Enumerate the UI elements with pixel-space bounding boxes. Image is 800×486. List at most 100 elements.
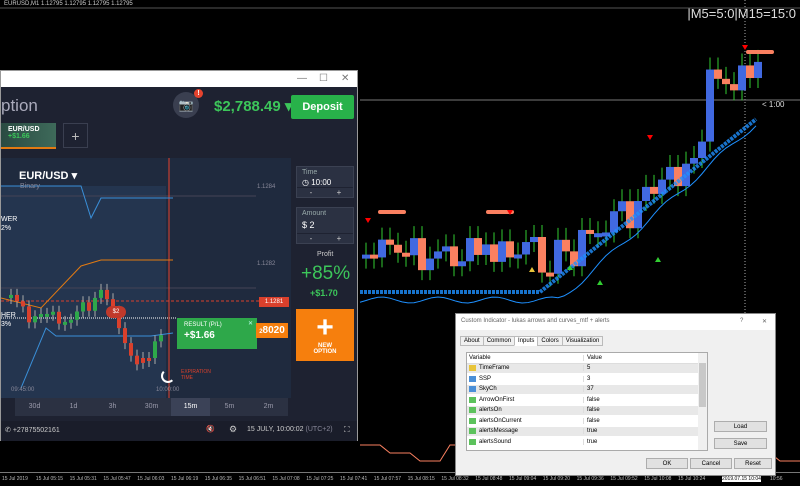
timeframe-2m[interactable]: 2m <box>263 403 274 410</box>
candle-body <box>51 311 55 315</box>
new-option-button[interactable]: + NEW OPTION <box>296 309 354 361</box>
deposit-button[interactable]: Deposit <box>291 95 354 119</box>
timezone: (UTC+2) <box>305 426 333 433</box>
table-row[interactable]: alertsSound true <box>467 437 707 448</box>
ok-button[interactable]: OK <box>646 458 688 469</box>
close-button[interactable]: ✕ <box>341 73 350 84</box>
candle-body <box>698 141 706 159</box>
load-button[interactable]: Load <box>714 421 767 432</box>
minimize-button[interactable]: — <box>297 73 307 84</box>
candle-body <box>63 321 67 325</box>
column-variable: Variable <box>467 354 584 361</box>
timeframe-1d[interactable]: 1d <box>69 403 78 410</box>
maximize-button[interactable]: ☐ <box>319 73 328 84</box>
dialog-title: Custom Indicator - lukas arrows and curv… <box>456 314 775 330</box>
table-row[interactable]: SSP 3 <box>467 374 707 385</box>
scrollbar-thumb[interactable] <box>699 363 706 407</box>
amount-plus-button[interactable]: + <box>325 233 353 243</box>
save-button[interactable]: Save <box>714 438 767 449</box>
mt4-chart[interactable] <box>0 0 800 472</box>
time-plus-button[interactable]: + <box>325 187 353 197</box>
row-variable: ArrowOnFirst <box>467 396 584 403</box>
variable-name: alertsSound <box>479 438 512 445</box>
table-row[interactable]: alertsMessage true <box>467 426 707 437</box>
fullscreen-icon[interactable]: ⛶ <box>344 425 350 434</box>
time-axis-label: 15 Jul 09:20 <box>542 476 571 482</box>
time-box[interactable]: Time ◷ 10:00 - + <box>296 166 354 198</box>
help-button[interactable]: ? <box>740 318 744 324</box>
timeframe-30m[interactable]: 30m <box>144 403 159 410</box>
candle-body <box>33 316 37 323</box>
table-row[interactable]: ArrowOnFirst false <box>467 395 707 406</box>
variable-value[interactable]: true <box>587 438 598 445</box>
row-variable: SSP <box>467 375 584 382</box>
candle-body <box>626 201 634 229</box>
row-variable: alertsOnCurrent <box>467 417 584 424</box>
variable-value[interactable]: false <box>587 417 600 424</box>
candle-body <box>498 241 506 262</box>
row-variable: alertsSound <box>467 438 584 445</box>
dialog-tab-inputs[interactable]: Inputs <box>514 336 539 346</box>
bet-marker[interactable]: $2 <box>106 306 126 318</box>
candle-body <box>21 301 25 307</box>
add-tab-button[interactable]: + <box>63 123 88 148</box>
dialog-close-button[interactable]: ✕ <box>762 319 768 325</box>
time-axis-label: 15 Jul 08:15 <box>407 476 435 482</box>
dialog-tab-colors[interactable]: Colors <box>537 336 563 346</box>
lower-label: WER <box>1 216 18 223</box>
variable-value[interactable]: 37 <box>587 386 594 393</box>
variable-value[interactable]: 3 <box>587 375 591 382</box>
trading-chart[interactable] <box>1 158 291 398</box>
balance[interactable]: $2,788.49 ▾ <box>214 98 293 115</box>
time-axis-label: 2019.07.15 10:04 <box>722 476 761 482</box>
variable-value[interactable]: false <box>587 407 600 414</box>
variable-value[interactable]: false <box>587 396 600 403</box>
time-axis-label: 15 Jul 06:35 <box>204 476 233 482</box>
candle-body <box>123 328 127 344</box>
dialog-tab-visualization[interactable]: Visualization <box>561 336 604 346</box>
candle-body <box>642 186 650 202</box>
dialog-tab-common[interactable]: Common <box>482 336 516 346</box>
variable-value[interactable]: true <box>587 428 598 435</box>
candle-body <box>730 84 738 91</box>
cancel-button[interactable]: Cancel <box>690 458 732 469</box>
table-row[interactable]: alertsOn false <box>467 405 707 416</box>
dialog-tab-about[interactable]: About <box>460 336 484 346</box>
candle-body <box>9 294 13 298</box>
datetime-value: 15 JULY, 10:00:02 <box>247 426 304 433</box>
scrollbar[interactable] <box>698 353 707 450</box>
time-minus-button[interactable]: - <box>297 187 325 197</box>
amount-box[interactable]: Amount $ 2 - + <box>296 207 354 244</box>
time-value[interactable]: ◷ 10:00 <box>302 178 332 187</box>
asset-selector[interactable]: EUR/USD ▾ <box>19 170 78 182</box>
amount-input[interactable]: $ 2 <box>297 219 353 231</box>
candle-body <box>45 313 49 317</box>
timeframe-30d[interactable]: 30d <box>28 403 41 410</box>
mute-icon[interactable]: 🔇 <box>206 426 215 433</box>
time-label: 10:00:00 <box>156 387 180 393</box>
asset-tab-eurusd[interactable]: EUR/USD +$1.66 <box>1 123 56 149</box>
table-row[interactable]: SkyCh 37 <box>467 384 707 395</box>
candle-body <box>738 65 746 91</box>
time-axis-label: 15 Jul 06:51 <box>238 476 266 482</box>
timeframe-15m[interactable]: 15m <box>171 398 210 416</box>
gear-icon[interactable]: ⚙ <box>229 424 238 434</box>
amount-value: 2 <box>309 220 315 230</box>
table-body: TimeFrame 5 SSP 3 SkyCh 37 ArrowOnFirst false al… <box>467 363 707 448</box>
variable-name: alertsOn <box>479 407 502 414</box>
amount-minus-button[interactable]: - <box>297 233 325 243</box>
reset-button[interactable]: Reset <box>734 458 772 469</box>
candle-body <box>434 251 442 259</box>
close-result-icon[interactable]: ✕ <box>247 321 253 327</box>
candle-body <box>562 239 570 252</box>
table-row[interactable]: TimeFrame 5 <box>467 363 707 374</box>
timeframe-3h[interactable]: 3h <box>108 403 117 410</box>
timeframe-5m[interactable]: 5m <box>224 403 235 410</box>
time-axis: 15 Jul 2019 15 Jul 05:15 15 Jul 05:31 15 Ju… <box>0 472 800 486</box>
symbol-info: EURUSD,M1 1.12795 1.12795 1.12795 1.1279… <box>4 1 133 7</box>
higher-label: HER <box>1 312 16 319</box>
table-row[interactable]: alertsOnCurrent false <box>467 416 707 427</box>
dialog-title-text: Custom Indicator - lukas arrows and curv… <box>461 318 610 324</box>
variable-value[interactable]: 5 <box>587 365 591 372</box>
time-axis-label: 15 Jul 09:36 <box>576 476 604 482</box>
